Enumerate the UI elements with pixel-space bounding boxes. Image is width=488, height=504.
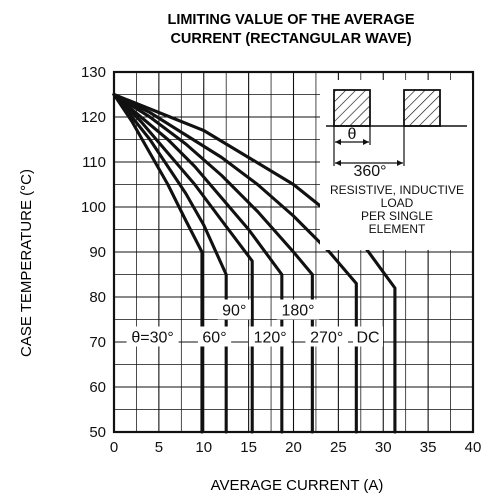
series-line-4 [112,92,284,434]
y-tick-label-7: 120 [81,109,106,126]
chart-frame [112,70,475,434]
chart-title-line-2: CURRENT (RECTANGULAR WAVE) [170,31,411,47]
load-description-line-4: ELEMENT [369,222,426,236]
series-label-270: 270° [310,330,343,347]
x-tick-label-6: 30 [375,439,392,456]
series-label-180: 180° [281,303,314,320]
chart-series-lines [112,92,397,434]
y-tick-label-8: 130 [81,64,106,81]
series-labels: θ=30° 60° 90° 120° 180° 270° DC [126,299,383,347]
y-tick-label-4: 90 [89,244,106,261]
waveform-period-label: 360° [353,163,386,180]
y-tick-label-6: 110 [82,154,106,171]
load-description-line-2: LOAD [381,196,414,210]
y-tick-label-1: 60 [89,379,106,396]
series-label-background-2 [197,326,232,347]
y-axis-label: CASE TEMPERATURE (°C) [18,169,35,357]
y-tick-label-3: 80 [89,289,106,306]
load-description-line-3: PER SINGLE [361,209,433,223]
series-label-dc: DC [356,330,379,347]
y-tick-label-2: 70 [89,334,106,351]
x-tick-label-7: 35 [420,439,437,456]
series-label-background-3 [217,299,251,320]
axis-ticks: 0 5 10 15 20 25 30 35 40 50 60 70 80 90 100 110 120 130 [81,64,481,456]
series-label-background-6 [305,326,349,347]
theta-arrow-right [363,139,369,145]
x-tick-label-8: 40 [465,439,482,456]
period-arrow-right [397,160,403,166]
series-line-3 [112,92,254,434]
series-label-background-5 [276,299,320,320]
series-label-theta30: θ=30° [131,330,173,347]
series-label-background-4 [248,326,292,347]
period-arrow-left [335,160,341,166]
series-line-2 [112,92,228,434]
load-description-line-1: RESISTIVE, INDUCTIVE [330,183,464,197]
series-line-6 [112,92,358,434]
x-tick-label-3: 15 [240,439,257,456]
series-line-1 [112,92,204,434]
chart-title: LIMITING VALUE OF THE AVERAGE CURRENT (R… [167,12,414,47]
waveform-theta-label: θ [348,126,357,143]
series-line-5 [112,92,314,434]
x-tick-label-0: 0 [110,439,118,456]
pulse-block-2 [403,89,441,127]
y-tick-label-5: 100 [81,199,106,216]
x-tick-label-2: 10 [195,439,212,456]
x-tick-label-4: 20 [285,439,302,456]
plot-area-border [112,70,475,434]
y-tick-label-0: 50 [89,424,106,441]
x-axis-label: AVERAGE CURRENT (A) [211,477,384,494]
x-tick-label-1: 5 [155,439,163,456]
theta-arrow-left [335,139,341,145]
series-label-background-7 [352,326,383,347]
chart-title-line-1: LIMITING VALUE OF THE AVERAGE [167,12,414,28]
series-label-background-1 [126,326,179,347]
series-label-120: 120° [254,330,287,347]
series-line-7 [112,92,397,434]
x-tick-label-5: 25 [330,439,347,456]
series-label-90: 90° [222,303,246,320]
series-label-60: 60° [202,330,226,347]
pulse-block-1 [333,89,371,127]
